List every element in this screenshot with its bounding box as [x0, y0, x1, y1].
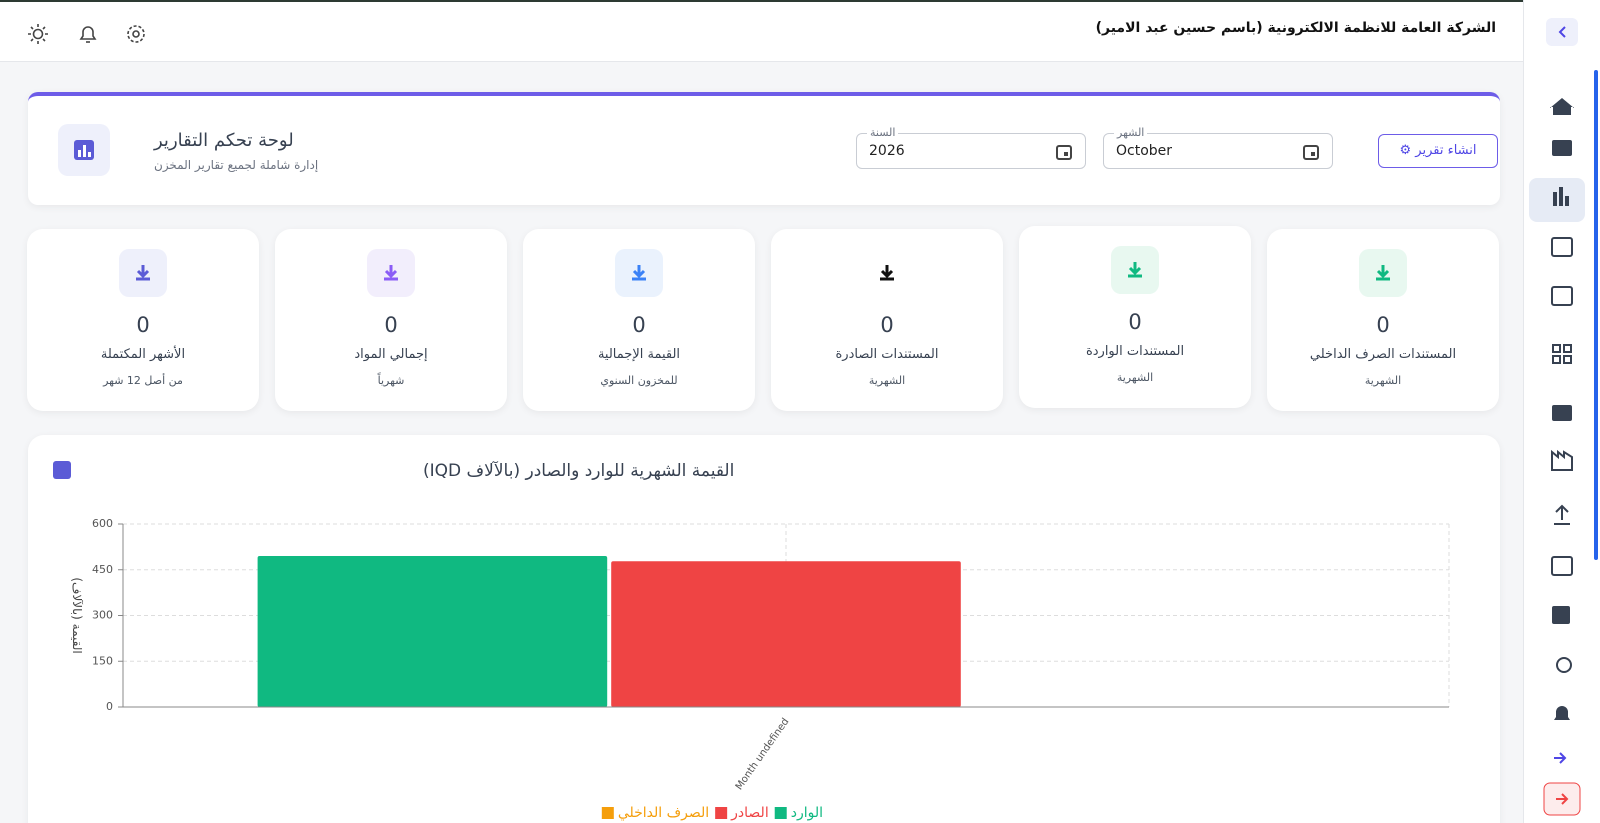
chart-title: القيمة الشهرية للوارد والصادر (بالآلاف I… — [423, 460, 734, 481]
chart: القيمة الشهرية للوارد والصادر (بالآلاف I… — [53, 460, 1450, 821]
header-icon — [58, 124, 110, 176]
stat-card: 0 الأشهر المكتملة من أصل 12 شهر — [27, 229, 259, 411]
stat-label: القيمة الإجمالية — [597, 347, 681, 362]
page-title: لوحة تحكم التقارير — [154, 130, 294, 151]
collapse-button[interactable] — [1546, 18, 1578, 46]
nav-upload[interactable] — [1554, 504, 1570, 525]
stat-card: 0 المستندات الصادرة الشهرية — [771, 229, 1003, 411]
stat-icon — [367, 249, 415, 297]
month-value: October — [1116, 143, 1173, 159]
month-field[interactable]: الشهر October — [1103, 126, 1333, 169]
nav-store[interactable] — [1552, 405, 1572, 421]
y-tick-label: 300 — [92, 609, 113, 622]
company-name: الشركة العامة للانظمة الالكترونية (باسم … — [1095, 20, 1496, 36]
create-report-button[interactable]: انشاء تقرير ⚙ — [1378, 134, 1498, 168]
nav-home[interactable] — [1550, 98, 1574, 115]
stat-card: 0 المستندات الصرف الداخلي الشهرية — [1267, 229, 1499, 411]
nav-warehouse[interactable] — [1552, 140, 1572, 156]
legend-label: الوارد — [791, 805, 823, 821]
stat-label: المستندات الصادرة — [835, 347, 939, 362]
year-label: السنة — [867, 126, 899, 139]
stat-card: 0 إجمالي المواد شهرياً — [275, 229, 507, 411]
notifications[interactable] — [79, 26, 97, 43]
stat-label: المستندات الصرف الداخلي — [1309, 347, 1457, 362]
nav-history[interactable] — [1556, 657, 1572, 673]
page-subtitle: إدارة شاملة لجميع تقارير المخزن — [154, 158, 319, 172]
legend-swatch — [774, 807, 787, 819]
bar — [611, 561, 961, 707]
y-axis-title: القيمة (بالآلاف) — [70, 577, 84, 653]
stat-icon — [1359, 249, 1407, 297]
nav-alerts[interactable] — [1554, 706, 1570, 720]
stat-value: 0 — [880, 313, 894, 337]
y-tick-label: 0 — [106, 700, 113, 713]
stat-sub: الشهرية — [1116, 371, 1154, 384]
legend-label: الصرف الداخلي — [618, 805, 709, 821]
stat-icon — [863, 249, 911, 297]
stat-label: الأشهر المكتملة — [100, 347, 186, 362]
legend-swatch — [715, 807, 728, 819]
stat-value: 0 — [384, 313, 398, 337]
stat-sub: الشهرية — [868, 374, 906, 387]
stat-sub: شهرياً — [377, 374, 405, 387]
nav-grid[interactable] — [1552, 344, 1561, 353]
bar — [257, 556, 608, 707]
header-card: لوحة تحكم التقارير إدارة شاملة لجميع تقا… — [28, 92, 1500, 205]
login-button[interactable] — [1554, 752, 1567, 764]
nav-reports[interactable] — [1553, 192, 1557, 206]
stat-sub: للمخزون السنوي — [600, 374, 678, 387]
stat-value: 0 — [1376, 313, 1390, 337]
sidebar-icons — [1529, 18, 1598, 816]
sidebar — [1523, 0, 1600, 823]
stat-value: 0 — [632, 313, 646, 337]
nav-calendar[interactable] — [1551, 237, 1573, 257]
y-tick-label: 600 — [92, 517, 113, 530]
theme-toggle[interactable] — [28, 24, 48, 44]
settings[interactable] — [127, 25, 145, 43]
y-tick-label: 450 — [92, 563, 113, 576]
legend-swatch — [601, 807, 614, 819]
stat-icon — [1111, 246, 1159, 294]
stat-card: 0 القيمة الإجمالية للمخزون السنوي — [523, 229, 755, 411]
chart-card: القيمة الشهرية للوارد والصادر (بالآلاف I… — [28, 435, 1500, 823]
nav-calendar-2[interactable] — [1551, 286, 1573, 306]
y-tick-label: 150 — [92, 654, 113, 667]
button-label: انشاء تقرير — [1415, 143, 1477, 158]
stat-label: إجمالي المواد — [354, 347, 428, 362]
year-field[interactable]: السنة 2026 — [856, 126, 1086, 169]
legend-label: الصادر — [730, 805, 769, 821]
stat-label: المستندات الواردة — [1085, 344, 1185, 359]
stat-value: 0 — [136, 313, 150, 337]
scrollbar[interactable] — [1594, 70, 1598, 560]
stat-value: 0 — [1128, 310, 1142, 334]
stat-icon — [119, 249, 167, 297]
stat-sub: من أصل 12 شهر — [103, 374, 183, 387]
year-value: 2026 — [869, 143, 905, 159]
nav-calendar-3[interactable] — [1551, 556, 1573, 576]
x-tick-label: Month undefined — [734, 716, 792, 792]
top-icons — [28, 24, 145, 44]
stat-sub: الشهرية — [1364, 374, 1402, 387]
chart-icon — [53, 461, 71, 479]
month-label: الشهر — [1114, 126, 1148, 139]
stat-icon — [615, 249, 663, 297]
stat-card: 0 المستندات الواردة الشهرية — [1019, 226, 1251, 408]
top-bar: الشركة العامة للانظمة الالكترونية (باسم … — [0, 0, 1524, 62]
nav-stats[interactable] — [1552, 606, 1570, 624]
nav-factory[interactable] — [1551, 449, 1573, 471]
